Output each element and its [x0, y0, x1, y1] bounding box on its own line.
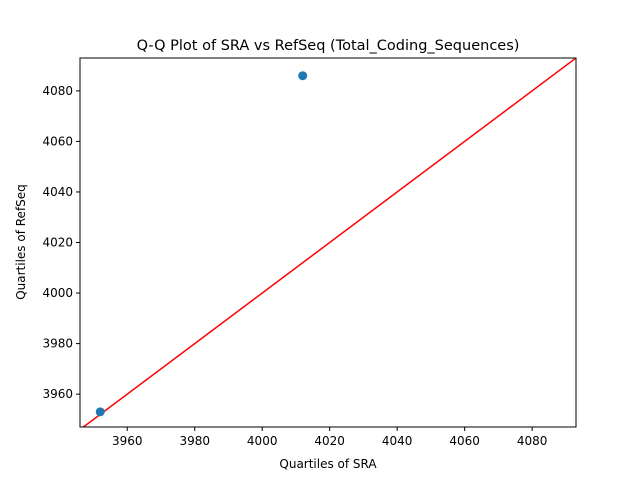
y-tick-label: 4020	[42, 236, 73, 250]
reference-line	[82, 58, 576, 427]
data-point-2	[298, 71, 308, 81]
data-point-1	[95, 407, 105, 417]
y-tick-label: 3960	[42, 387, 73, 401]
x-tick-label: 4080	[517, 434, 548, 448]
y-tick-label: 4000	[42, 286, 73, 300]
plot-area	[79, 57, 577, 428]
x-tick-label: 3960	[112, 434, 143, 448]
x-tick-label: 4060	[449, 434, 480, 448]
x-tick-label: 4040	[382, 434, 413, 448]
y-axis-ticks: 3960 3980 4000 4020 4040 4060 4080	[42, 84, 80, 401]
y-tick-label: 4040	[42, 185, 73, 199]
y-axis-label: Quartiles of RefSeq	[14, 184, 28, 300]
x-tick-label: 3980	[179, 434, 210, 448]
x-axis-ticks: 3960 3980 4000 4020 4040 4060 4080	[112, 427, 547, 448]
y-tick-label: 3980	[42, 337, 73, 351]
x-axis-label: Quartiles of SRA	[279, 457, 377, 471]
chart-title: Q-Q Plot of SRA vs RefSeq (Total_Coding_…	[137, 38, 520, 54]
x-tick-label: 4000	[247, 434, 278, 448]
x-tick-label: 4020	[314, 434, 345, 448]
y-tick-label: 4060	[42, 134, 73, 148]
y-tick-label: 4080	[42, 84, 73, 98]
